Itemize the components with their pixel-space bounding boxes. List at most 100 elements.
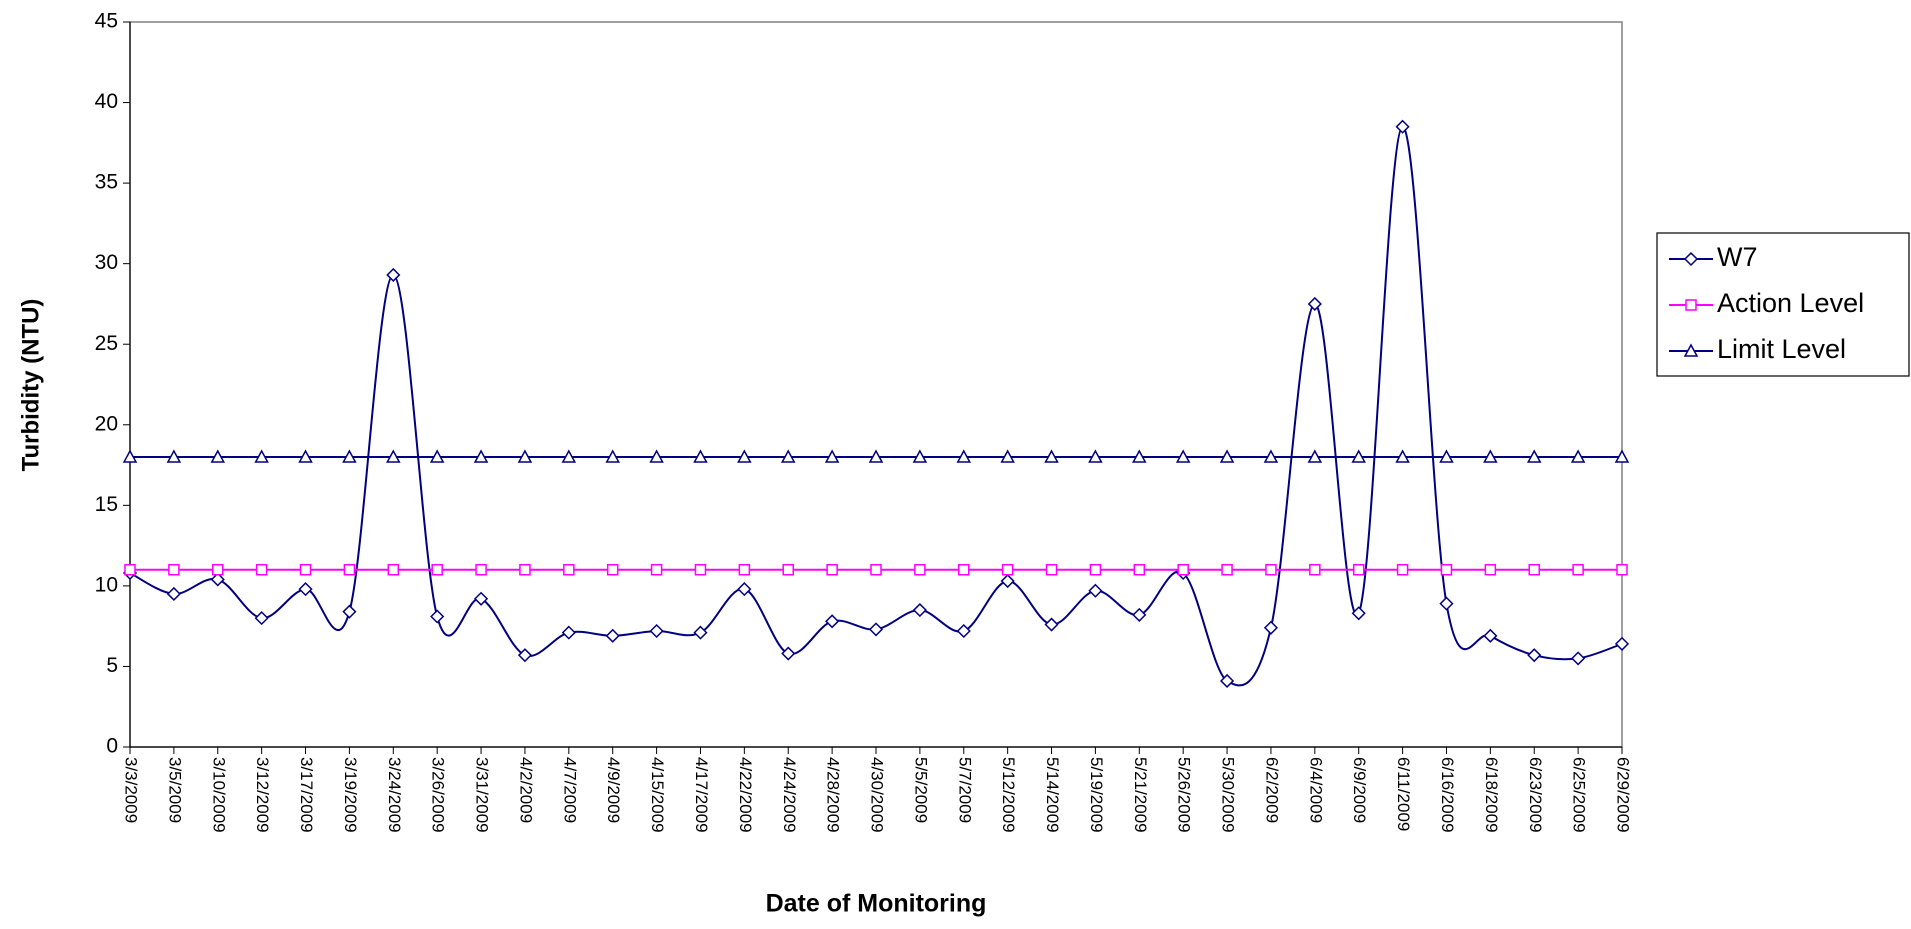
x-tick-label: 4/15/2009 xyxy=(648,757,667,833)
data-point xyxy=(780,449,796,463)
data-point xyxy=(605,628,620,643)
data-point xyxy=(519,564,531,576)
data-point xyxy=(737,582,752,597)
data-point xyxy=(1440,564,1453,576)
data-point xyxy=(958,564,970,576)
data-point xyxy=(298,449,313,463)
data-point xyxy=(430,609,445,624)
plot-area xyxy=(129,21,1623,748)
data-point xyxy=(342,449,357,463)
data-point xyxy=(870,564,882,576)
x-tick-label: 3/3/2009 xyxy=(122,757,141,823)
data-point xyxy=(693,625,708,640)
data-point xyxy=(342,604,357,619)
x-tick-label: 4/22/2009 xyxy=(736,757,755,833)
legend-label: W7 xyxy=(1717,242,1758,272)
data-point xyxy=(650,564,663,576)
data-point xyxy=(1439,449,1454,463)
data-point xyxy=(1133,564,1146,576)
data-point xyxy=(429,449,445,463)
data-point xyxy=(1439,596,1454,611)
data-point xyxy=(694,564,707,576)
data-point xyxy=(956,449,972,463)
data-point xyxy=(1219,673,1235,689)
data-point xyxy=(387,564,400,576)
data-point xyxy=(1221,564,1233,576)
x-tick-label: 4/7/2009 xyxy=(560,757,579,823)
x-tick-label: 5/7/2009 xyxy=(955,757,974,823)
data-point xyxy=(1177,564,1189,576)
data-point xyxy=(1000,449,1015,463)
x-tick-label: 4/2/2009 xyxy=(516,757,535,823)
data-point xyxy=(1044,617,1059,632)
data-point xyxy=(254,449,269,463)
y-tick-label: 10 xyxy=(95,573,118,596)
data-point xyxy=(1265,564,1277,576)
x-tick-label: 5/14/2009 xyxy=(1043,757,1062,833)
data-point xyxy=(868,622,884,637)
data-point xyxy=(1484,564,1497,576)
x-tick-label: 3/17/2009 xyxy=(297,757,316,833)
data-point xyxy=(649,623,664,639)
data-point xyxy=(738,564,751,576)
x-tick-label: 5/19/2009 xyxy=(1087,757,1106,833)
data-point xyxy=(914,564,926,576)
data-point xyxy=(1570,449,1586,463)
data-point xyxy=(1044,449,1059,463)
data-point xyxy=(1045,564,1058,576)
x-tick-label: 3/10/2009 xyxy=(209,757,228,833)
data-point xyxy=(1000,573,1015,589)
data-point xyxy=(1132,449,1147,463)
series-line xyxy=(129,125,1623,687)
y-tick-label: 45 xyxy=(95,10,118,33)
data-point xyxy=(1307,296,1322,312)
data-point xyxy=(825,614,840,629)
data-point xyxy=(1572,564,1584,576)
x-tick-label: 6/4/2009 xyxy=(1306,757,1325,823)
data-point xyxy=(475,564,487,576)
x-tick-label: 5/12/2009 xyxy=(999,757,1018,833)
x-tick-label: 6/11/2009 xyxy=(1394,757,1413,831)
x-tick-label: 3/24/2009 xyxy=(385,757,404,833)
data-point xyxy=(912,602,927,618)
data-point xyxy=(649,449,664,463)
data-point xyxy=(605,449,620,463)
y-tick-label: 20 xyxy=(95,412,118,435)
data-point xyxy=(1571,651,1586,666)
legend-label: Limit Level xyxy=(1717,334,1846,364)
data-point xyxy=(166,449,182,463)
data-point xyxy=(1175,449,1191,463)
x-tick-label: 4/9/2009 xyxy=(604,757,623,823)
data-point xyxy=(1395,449,1410,463)
x-tick-label: 4/30/2009 xyxy=(868,757,887,833)
x-tick-label: 3/31/2009 xyxy=(473,757,492,833)
x-tick-label: 6/2/2009 xyxy=(1262,757,1281,823)
data-point xyxy=(517,449,533,463)
data-point xyxy=(1614,636,1630,651)
y-tick-label: 40 xyxy=(95,90,118,113)
data-point xyxy=(473,449,489,463)
data-point xyxy=(1483,628,1498,643)
x-tick-label: 3/19/2009 xyxy=(341,757,360,833)
data-point xyxy=(168,564,180,576)
data-point xyxy=(1483,449,1498,463)
x-tick-label: 4/24/2009 xyxy=(780,757,799,833)
data-point xyxy=(1263,620,1279,635)
data-point xyxy=(1263,449,1279,463)
data-point xyxy=(912,449,928,463)
y-tick-label: 5 xyxy=(106,654,118,677)
data-point xyxy=(124,564,136,576)
data-point xyxy=(868,449,884,463)
data-point xyxy=(737,449,752,463)
data-point xyxy=(1351,449,1366,463)
x-tick-label: 5/30/2009 xyxy=(1219,757,1238,833)
x-tick-label: 6/23/2009 xyxy=(1526,757,1545,833)
legend-label: Action Level xyxy=(1717,288,1864,318)
data-point xyxy=(343,564,356,576)
data-point xyxy=(563,564,575,576)
y-tick-label: 25 xyxy=(95,332,118,355)
data-point xyxy=(473,591,489,606)
x-tick-label: 3/5/2009 xyxy=(165,757,184,823)
x-tick-label: 6/18/2009 xyxy=(1482,757,1501,833)
data-point xyxy=(1616,564,1628,576)
